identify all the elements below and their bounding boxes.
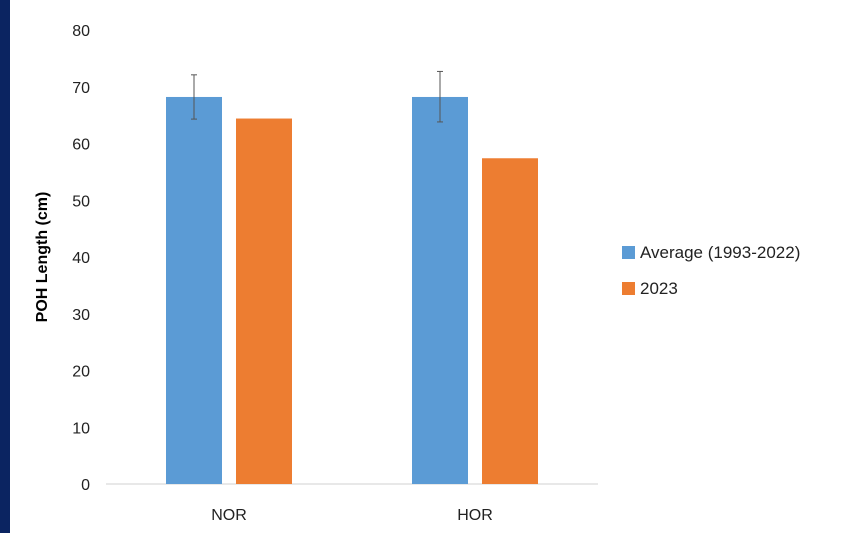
y-tick-label: 20 xyxy=(72,364,90,381)
legend: Average (1993-2022) 2023 xyxy=(622,243,800,298)
bars-group xyxy=(166,96,538,484)
legend-label: 2023 xyxy=(640,279,678,298)
legend-swatch xyxy=(622,282,635,295)
bar-hor-series-0 xyxy=(412,96,468,484)
y-axis-title: POH Length (cm) xyxy=(34,192,51,323)
chart-panel: 0 10 20 30 40 50 60 70 80 POH Length (cm) NOR HOR… xyxy=(10,0,849,533)
y-tick-label: 60 xyxy=(72,137,90,154)
x-axis-labels: NOR HOR xyxy=(211,507,493,524)
bar-hor-series-1 xyxy=(482,158,538,484)
legend-label: Average (1993-2022) xyxy=(640,243,800,262)
y-tick-label: 30 xyxy=(72,307,90,324)
y-tick-label: 40 xyxy=(72,250,90,267)
y-tick-label: 70 xyxy=(72,80,90,97)
y-axis-ticks: 0 10 20 30 40 50 60 70 80 xyxy=(72,23,90,494)
bar-nor-series-0 xyxy=(166,96,222,484)
y-tick-label: 10 xyxy=(72,420,90,437)
y-tick-label: 80 xyxy=(72,23,90,40)
x-tick-label: NOR xyxy=(211,507,247,524)
bar-chart: 0 10 20 30 40 50 60 70 80 POH Length (cm) NOR HOR… xyxy=(34,23,800,524)
x-tick-label: HOR xyxy=(457,507,493,524)
y-tick-label: 50 xyxy=(72,193,90,210)
bar-nor-series-1 xyxy=(236,118,292,484)
y-tick-label: 0 xyxy=(81,477,90,494)
legend-swatch xyxy=(622,246,635,259)
error-bars-group xyxy=(191,70,443,123)
